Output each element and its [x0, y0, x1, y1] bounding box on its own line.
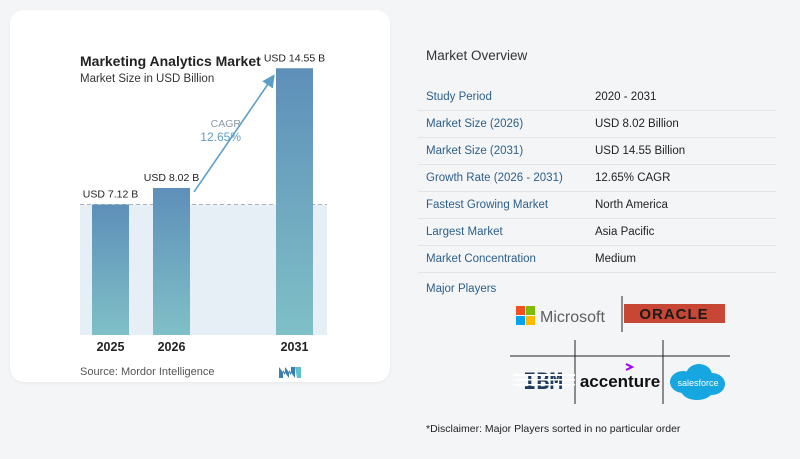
- row-label: Largest Market: [426, 226, 503, 238]
- oracle-logo-text: ORACLE: [639, 306, 708, 323]
- mordor-logo-icon: [279, 367, 301, 378]
- overview-title: Market Overview: [426, 48, 528, 63]
- row-value: Asia Pacific: [595, 226, 655, 238]
- table-row: Largest Market Asia Pacific: [418, 219, 776, 246]
- row-value: North America: [595, 199, 668, 211]
- bar-2026: [153, 187, 190, 335]
- overview-table: Study Period 2020 - 2031 Market Size (20…: [418, 84, 776, 273]
- cagr-label: CAGR: [211, 118, 242, 130]
- salesforce-logo-text: salesforce: [677, 378, 718, 388]
- row-value: USD 14.55 Billion: [595, 145, 686, 157]
- chart-title: Marketing Analytics Market: [80, 53, 261, 69]
- accenture-logo-text: accenture: [580, 372, 660, 391]
- row-value: 2020 - 2031: [595, 91, 657, 103]
- cagr-arrow: [193, 74, 275, 193]
- data-label-2031: USD 14.55 B: [264, 52, 325, 64]
- row-value: Medium: [595, 253, 636, 265]
- row-value: 12.65% CAGR: [595, 172, 671, 184]
- row-label: Market Concentration: [426, 253, 536, 265]
- table-row: Market Size (2026) USD 8.02 Billion: [418, 111, 776, 138]
- bar-2031: [276, 68, 313, 335]
- x-tick-2031: 2031: [281, 340, 309, 354]
- row-value: USD 8.02 Billion: [595, 118, 679, 130]
- row-label: Growth Rate (2026 - 2031): [426, 172, 563, 184]
- major-players-logos: Microsoft ORACLE IBM accenture salesforc…: [510, 296, 730, 404]
- ibm-logo-text: IBM: [523, 370, 563, 395]
- data-label-2026: USD 8.02 B: [144, 172, 199, 184]
- microsoft-logo-icon: Microsoft: [516, 306, 605, 326]
- disclaimer-text: *Disclaimer: Major Players sorted in no …: [426, 423, 681, 435]
- table-row: Study Period 2020 - 2031: [418, 84, 776, 111]
- accenture-logo-icon: accenture: [580, 363, 660, 391]
- table-row: Market Concentration Medium: [418, 246, 776, 273]
- bar-chart: USD 7.12 B 2025 USD 8.02 B 2026 USD 14.55 B 2…: [80, 52, 327, 354]
- cagr-value: 12.65%: [200, 130, 241, 144]
- data-label-2025: USD 7.12 B: [83, 188, 138, 200]
- row-label: Fastest Growing Market: [426, 199, 549, 211]
- salesforce-logo-icon: salesforce: [670, 364, 725, 400]
- oracle-logo-icon: ORACLE: [624, 304, 725, 323]
- row-label: Study Period: [426, 91, 492, 103]
- microsoft-logo-text: Microsoft: [540, 309, 605, 326]
- major-players-label: Major Players: [426, 283, 497, 295]
- table-row: Market Size (2031) USD 14.55 Billion: [418, 138, 776, 165]
- row-label: Market Size (2026): [426, 118, 524, 130]
- table-row: Fastest Growing Market North America: [418, 192, 776, 219]
- table-row: Growth Rate (2026 - 2031) 12.65% CAGR: [418, 165, 776, 192]
- bar-2025: [92, 204, 129, 335]
- ibm-logo-icon: IBM: [513, 370, 575, 395]
- x-tick-2026: 2026: [158, 340, 186, 354]
- row-label: Market Size (2031): [426, 145, 524, 157]
- x-tick-2025: 2025: [97, 340, 125, 354]
- source-text: Source: Mordor Intelligence: [80, 366, 215, 378]
- chart-subtitle: Market Size in USD Billion: [80, 73, 215, 85]
